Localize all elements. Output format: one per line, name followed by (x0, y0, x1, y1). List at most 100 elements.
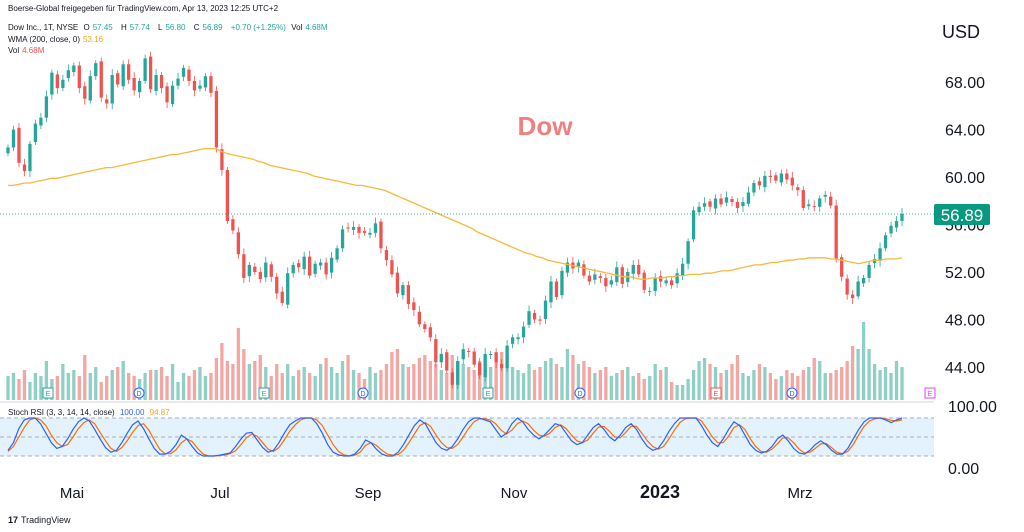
volume-bar (845, 361, 849, 400)
volume-bar (423, 355, 427, 400)
volume-bar (181, 373, 186, 400)
volume-bar (823, 373, 827, 400)
volume-bar (116, 367, 120, 400)
candle-body (346, 227, 350, 229)
candle-body (664, 280, 668, 284)
candle-body (604, 277, 608, 287)
candle-body (735, 202, 740, 208)
earnings-marker (42, 387, 54, 399)
volume-bar (604, 367, 608, 400)
volume-bar (242, 349, 246, 400)
candle-body (856, 281, 860, 297)
candle-body (264, 262, 268, 278)
candle-body (829, 196, 833, 206)
candle-body (308, 256, 312, 276)
candle-body (680, 263, 685, 276)
candle-body (861, 277, 866, 284)
candle-body (472, 351, 476, 365)
volume-legend[interactable]: Vol 4.68M (8, 46, 47, 55)
candle-body (642, 272, 646, 290)
volume-bar (390, 352, 394, 400)
vol-inline-value: 4.68M (305, 23, 328, 32)
candle-body (176, 78, 180, 86)
volume-bar (549, 358, 553, 400)
volume-bar (752, 370, 756, 400)
candle-body (143, 58, 147, 81)
candle-body (390, 260, 394, 275)
volume-bar (521, 373, 526, 400)
volume-bar (209, 373, 213, 400)
volume-bar (121, 361, 125, 400)
ohlc-c: C 56.89 (193, 23, 223, 32)
volume-bar (264, 367, 268, 400)
stoch-rsi-legend[interactable]: Stoch RSI (3, 3, 14, 14, close) 100.00 9… (8, 408, 173, 417)
candle-body (505, 345, 509, 369)
vol-value: 4.68M (22, 46, 45, 55)
y-tick-label: 60.00 (945, 170, 985, 187)
candle-body (110, 74, 114, 104)
volume-bar (686, 379, 690, 400)
y-tick-label: 52.00 (945, 265, 985, 282)
volume-bar (724, 370, 729, 400)
candle-body (752, 183, 756, 193)
candle-body (6, 147, 10, 154)
volume-bar (746, 376, 751, 400)
volume-bar (192, 370, 197, 400)
volume-bar (527, 364, 531, 400)
ohlc-h: H 57.74 (120, 23, 150, 32)
candle-body (554, 281, 559, 297)
candle-body (538, 319, 542, 321)
candle-body (127, 64, 131, 80)
dividend-marker (133, 387, 145, 399)
volume-bar (900, 367, 904, 400)
event-marker-label: D (360, 391, 365, 398)
candle-body (159, 74, 164, 89)
candle-body (439, 353, 443, 363)
candle-body (702, 203, 707, 207)
candle-body (187, 69, 191, 81)
volume-bar (39, 376, 43, 400)
volume-bar (576, 364, 581, 400)
volume-bar (467, 367, 471, 400)
volume-bar (412, 364, 416, 400)
candle-body (39, 117, 43, 126)
volume-bar (176, 382, 180, 400)
volume-bar (516, 370, 520, 400)
candle-body (576, 262, 581, 267)
candle-body (132, 77, 136, 91)
candle-body (872, 258, 877, 264)
event-marker-label: E (928, 391, 933, 398)
volume-bar (417, 358, 421, 400)
candle-body (66, 70, 70, 78)
y-tick-label: 68.00 (945, 75, 985, 92)
candle-body (845, 278, 849, 295)
volume-bar (280, 373, 284, 400)
stoch-d-line (7, 417, 903, 457)
volume-bar (708, 364, 712, 400)
candle-body (867, 264, 871, 278)
event-marker-label: D (136, 391, 141, 398)
candle-body (565, 262, 570, 273)
candle-body (900, 213, 904, 221)
candle-body (774, 175, 778, 181)
volume-bar (384, 364, 389, 400)
volume-bar (697, 361, 701, 400)
volume-bar (642, 379, 646, 400)
wma-legend[interactable]: WMA (200, close, 0) 53.16 (8, 35, 106, 44)
volume-bar (187, 376, 191, 400)
volume-bar (560, 367, 564, 400)
candle-body (22, 164, 27, 172)
candle-body (894, 220, 899, 228)
candle-body (631, 264, 635, 274)
candle-body (220, 149, 224, 170)
volume-bar (61, 364, 65, 400)
candle-body (521, 326, 526, 338)
volume-bar (472, 370, 476, 400)
candle-body (17, 127, 21, 163)
volume-bar (510, 367, 515, 400)
x-tick-label: Mrz (788, 485, 813, 502)
candle-body (88, 76, 92, 101)
tradingview-brand[interactable]: 17 TradingView (8, 515, 71, 525)
